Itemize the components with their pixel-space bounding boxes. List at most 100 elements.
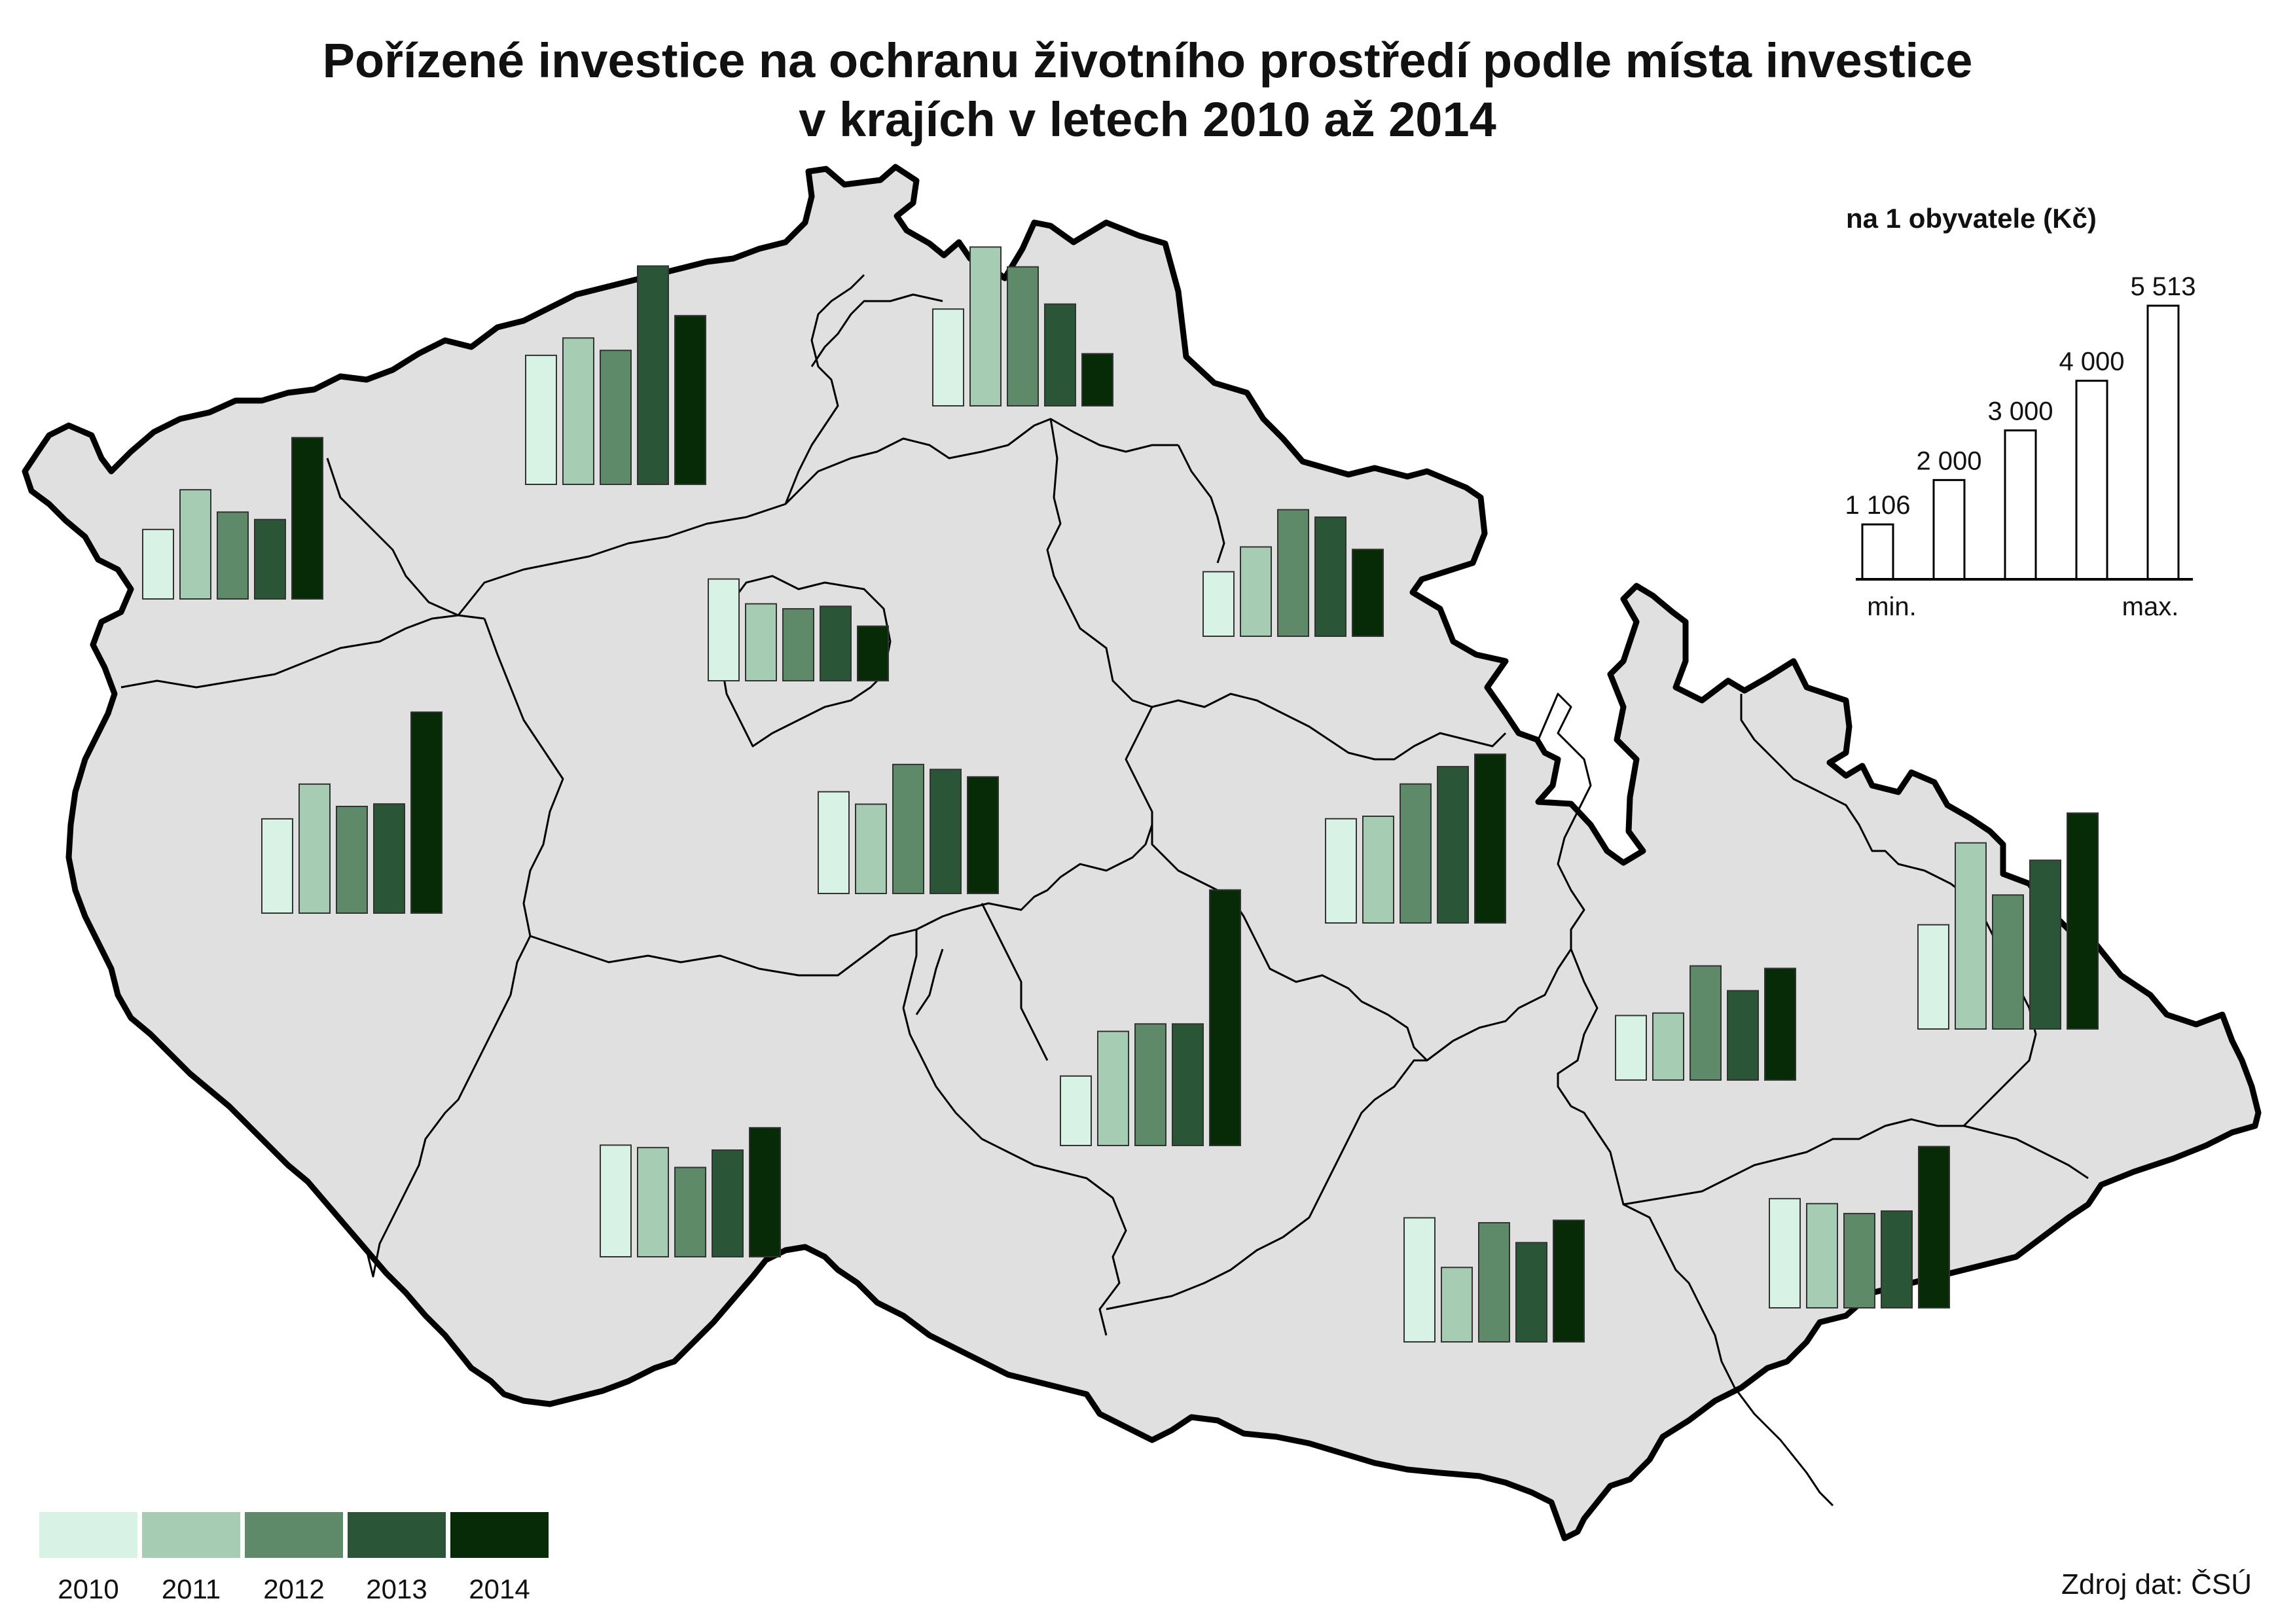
region-chart <box>708 578 889 682</box>
bar-2013 <box>930 768 962 894</box>
bar-2010 <box>1060 1075 1092 1147</box>
bar-2013 <box>637 265 669 485</box>
bar-2014 <box>674 315 706 485</box>
bar-2013 <box>1172 1023 1204 1146</box>
bar-2014 <box>410 711 443 914</box>
bar-2011 <box>1441 1267 1473 1343</box>
legend-swatch-2011 <box>142 1512 240 1558</box>
bar-2012 <box>217 511 249 600</box>
bar-2014 <box>1553 1219 1585 1343</box>
bar-2010 <box>525 354 557 486</box>
legend-swatch-2012 <box>245 1512 343 1558</box>
bar-2011 <box>298 783 331 914</box>
bar-2011 <box>1362 815 1394 924</box>
bar-2014 <box>1764 967 1796 1081</box>
year-legend: 2010 2011 2012 2013 2014 <box>39 1512 549 1604</box>
bar-2014 <box>1081 353 1113 407</box>
bar-2010 <box>1769 1198 1801 1308</box>
bar-2011 <box>1240 546 1272 637</box>
bar-2014 <box>967 776 999 895</box>
scale-legend-bar <box>2146 304 2180 581</box>
scale-legend-bar <box>1861 523 1894 581</box>
bar-2014 <box>2067 812 2099 1030</box>
scale-legend-bar <box>2075 380 2108 581</box>
legend-label-2014: 2014 <box>469 1574 530 1604</box>
bar-2012 <box>1134 1023 1166 1146</box>
region-chart <box>261 711 443 914</box>
source-note: Zdroj dat: ČSÚ <box>2061 1568 2252 1600</box>
country-outline <box>22 164 2262 1542</box>
bar-2011 <box>855 803 887 894</box>
region-chart <box>1060 889 1241 1147</box>
bar-2011 <box>969 246 1002 406</box>
bar-2012 <box>674 1166 706 1257</box>
bar-2013 <box>1727 990 1759 1081</box>
bar-2010 <box>1325 818 1357 924</box>
scale-legend-max-label: max. <box>2122 592 2179 621</box>
bar-2014 <box>857 625 889 681</box>
bar-2010 <box>1917 924 1949 1030</box>
region-chart <box>525 265 706 486</box>
bar-2010 <box>261 818 293 914</box>
bar-2010 <box>818 791 850 894</box>
bar-2012 <box>600 350 632 485</box>
region-chart <box>1615 965 1796 1081</box>
bar-2010 <box>600 1144 632 1257</box>
bar-2013 <box>1515 1242 1547 1343</box>
region-bar-charts <box>142 246 2099 1343</box>
legend-label-2011: 2011 <box>162 1574 221 1604</box>
scale-legend-min-label: min. <box>1867 592 1917 621</box>
scale-legend-value-label: 4 000 <box>2059 348 2124 376</box>
bar-2014 <box>749 1127 781 1258</box>
scale-legend-title: na 1 obyvatele (Kč) <box>1846 203 2097 234</box>
bar-2013 <box>1437 766 1469 924</box>
bar-2014 <box>291 437 323 600</box>
bar-2012 <box>336 805 368 914</box>
scale-legend-value-label: 1 106 <box>1845 491 1910 520</box>
region-chart <box>600 1127 781 1258</box>
bar-2010 <box>1615 1015 1647 1081</box>
region-chart <box>818 763 999 895</box>
scale-legend-bar <box>1932 478 1966 581</box>
bar-2012 <box>782 608 814 682</box>
legend-swatch-2013 <box>348 1512 446 1558</box>
bar-2011 <box>1097 1030 1129 1146</box>
bar-2010 <box>1202 571 1235 638</box>
region-chart <box>1202 509 1384 638</box>
scale-legend-value-label: 5 513 <box>2130 272 2196 301</box>
scale-legend-value-label: 2 000 <box>1916 446 1981 475</box>
bar-2012 <box>1400 783 1432 924</box>
bar-2012 <box>1478 1222 1510 1343</box>
bar-2010 <box>932 308 964 407</box>
bar-2010 <box>708 578 740 681</box>
bar-2013 <box>712 1149 744 1258</box>
bar-2011 <box>637 1147 669 1257</box>
bar-2014 <box>1209 889 1241 1146</box>
bar-2013 <box>1044 303 1076 406</box>
bar-2011 <box>1806 1202 1838 1309</box>
bar-2011 <box>179 489 211 600</box>
region-chart <box>1769 1146 1950 1309</box>
legend-label-2013: 2013 <box>366 1574 427 1604</box>
title-line-2: v krajích v letech 2010 až 2014 <box>799 92 1496 147</box>
bar-2012 <box>1007 266 1039 406</box>
bar-2012 <box>1992 894 2024 1030</box>
bar-2011 <box>745 603 777 681</box>
region-chart <box>1403 1217 1585 1343</box>
legend-swatch-2014 <box>450 1512 549 1558</box>
bar-2010 <box>1403 1217 1436 1343</box>
scale-legend-bar <box>2004 429 2037 581</box>
bar-2014 <box>1352 549 1384 637</box>
legend-swatch-2010 <box>39 1512 137 1558</box>
bar-2010 <box>142 528 174 600</box>
bar-2013 <box>1314 516 1346 637</box>
region-chart <box>1917 812 2099 1030</box>
region-chart <box>142 437 323 600</box>
region-borders <box>120 274 2089 1507</box>
legend-label-2012: 2012 <box>263 1574 324 1604</box>
bar-2013 <box>820 605 852 681</box>
bar-2014 <box>1918 1146 1950 1308</box>
bar-2011 <box>1652 1012 1684 1081</box>
